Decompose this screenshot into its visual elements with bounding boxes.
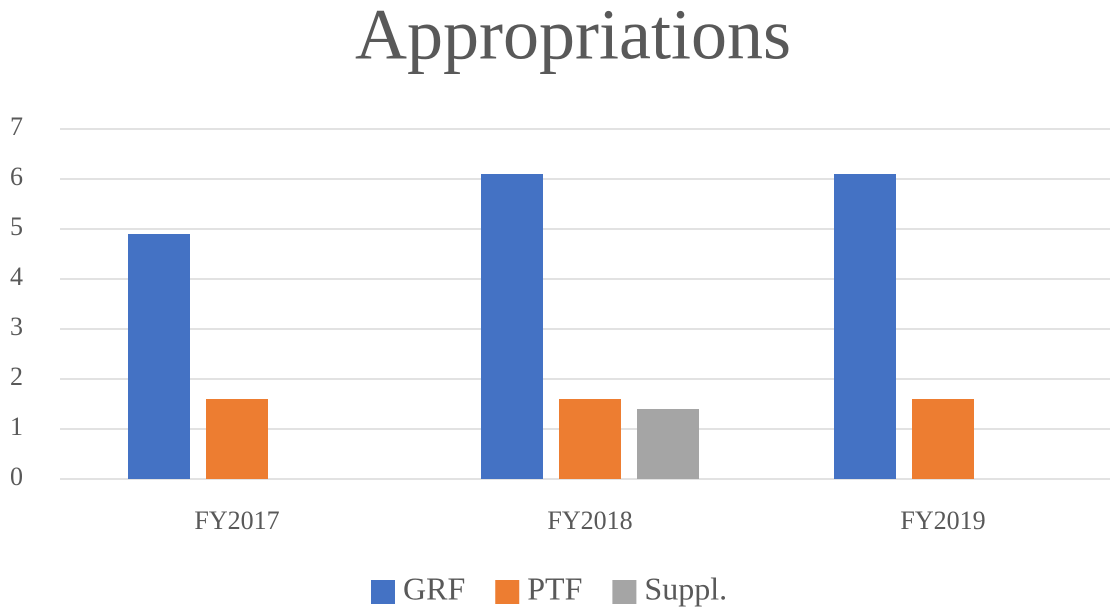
y-tick-label: 5 <box>10 212 23 241</box>
y-tick-label: 0 <box>10 462 23 491</box>
y-tick-label: 4 <box>10 262 23 291</box>
legend-label: Suppl. <box>644 570 727 606</box>
x-tick-label: FY2017 <box>194 506 279 535</box>
legend-swatch <box>371 580 395 604</box>
y-tick-label: 7 <box>10 112 23 141</box>
legend-label: PTF <box>527 570 582 606</box>
x-tick-label: FY2018 <box>547 506 632 535</box>
y-tick-label: 1 <box>10 412 23 441</box>
y-tick-label: 2 <box>10 362 23 391</box>
legend-swatch <box>495 580 520 604</box>
legend-label: GRF <box>403 570 465 606</box>
bar <box>637 409 699 479</box>
bar <box>559 399 621 479</box>
bar <box>206 399 268 479</box>
y-tick-label: 6 <box>10 162 23 191</box>
chart-title: Appropriations <box>355 0 791 75</box>
bar <box>128 234 190 479</box>
legend-swatch <box>612 580 637 604</box>
bar <box>481 174 543 479</box>
x-tick-label: FY2019 <box>900 506 985 535</box>
y-tick-label: 3 <box>10 312 23 341</box>
bar <box>912 399 974 479</box>
bar <box>834 174 896 479</box>
